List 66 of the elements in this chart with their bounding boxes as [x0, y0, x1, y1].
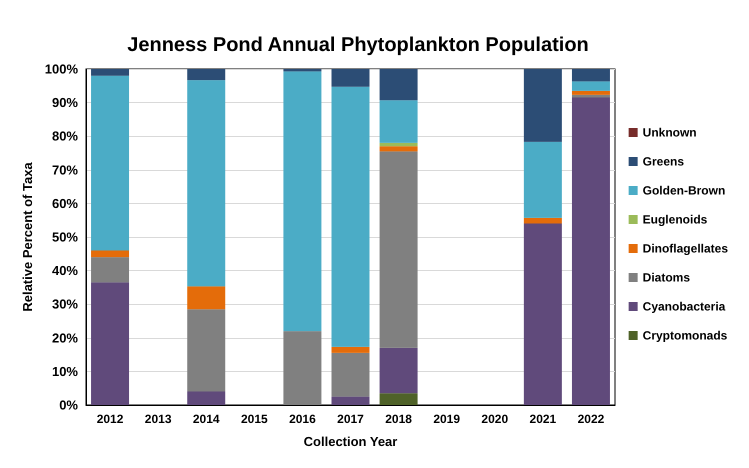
bar — [380, 142, 418, 146]
bar — [332, 396, 370, 405]
legend-label: Greens — [642, 154, 684, 168]
legend-label: Cyanobacteria — [642, 300, 726, 314]
bar — [187, 309, 226, 392]
bar — [380, 393, 418, 405]
bar — [332, 346, 370, 353]
y-tick-label: 0% — [59, 398, 78, 412]
bar — [524, 224, 562, 405]
x-tick-label: 2022 — [578, 412, 605, 426]
bar — [91, 76, 130, 250]
x-tick-label: 2014 — [192, 412, 220, 426]
y-tick-label: 10% — [52, 364, 78, 379]
bar — [572, 81, 610, 91]
bar — [380, 348, 418, 394]
bar — [91, 257, 130, 282]
x-tick-label: 2015 — [240, 412, 268, 426]
bar — [187, 69, 226, 80]
bar — [283, 331, 322, 405]
y-tick-label: 20% — [52, 330, 78, 346]
y-tick-label: 50% — [52, 230, 78, 244]
bar — [187, 392, 226, 405]
bar — [380, 151, 418, 348]
x-tick-label: 2020 — [481, 412, 508, 426]
y-tick-label: 90% — [52, 95, 78, 110]
bar — [572, 98, 610, 405]
y-tick-label: 80% — [52, 128, 78, 144]
x-tick-label: 2018 — [385, 412, 412, 426]
x-tick-label: 2016 — [289, 412, 316, 426]
bar — [283, 71, 322, 332]
legend-label: Euglenoids — [642, 212, 708, 226]
bar — [572, 90, 610, 95]
y-tick-label: 100% — [44, 62, 78, 76]
bar — [91, 282, 130, 405]
bar — [332, 86, 370, 347]
y-tick-label: 60% — [52, 196, 78, 211]
y-axis-title: Relative Percent of Taxa — [20, 162, 35, 312]
bar — [380, 69, 418, 100]
legend-label: Diatoms — [642, 270, 690, 284]
bar — [187, 80, 226, 286]
bar — [187, 286, 226, 310]
y-tick-label: 40% — [52, 263, 78, 278]
legend-label: Unknown — [642, 126, 697, 140]
chart-title: Jenness Pond Annual Phytoplankton Population — [127, 34, 589, 56]
x-tick-label: 2019 — [433, 412, 460, 426]
bar — [524, 142, 562, 218]
bar — [572, 94, 610, 98]
bar — [524, 69, 562, 142]
x-tick-label: 2017 — [337, 412, 364, 426]
bar — [572, 69, 610, 82]
bar — [91, 250, 130, 258]
bar — [91, 69, 130, 76]
bar — [380, 100, 418, 143]
x-tick-label: 2021 — [530, 412, 557, 426]
bar — [332, 69, 370, 87]
x-tick-label: 2013 — [144, 412, 172, 426]
legend-label: Cryptomonads — [642, 328, 728, 342]
y-tick-label: 70% — [52, 162, 78, 178]
x-axis-title: Collection Year — [304, 434, 398, 449]
x-tick-label: 2012 — [96, 412, 124, 426]
bar — [380, 146, 418, 152]
legend-label: Dinoflagellates — [642, 242, 728, 256]
bar — [332, 352, 370, 397]
y-tick-label: 30% — [52, 296, 78, 312]
legend-label: Golden-Brown — [642, 184, 726, 198]
bar — [524, 218, 562, 224]
